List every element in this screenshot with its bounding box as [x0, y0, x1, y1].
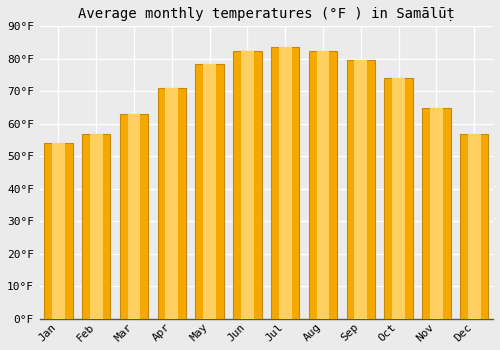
- Bar: [196, 64, 224, 319]
- Bar: [233, 51, 262, 319]
- Bar: [430, 107, 442, 319]
- Bar: [271, 47, 300, 319]
- Bar: [279, 47, 291, 319]
- Bar: [166, 88, 178, 319]
- Bar: [309, 51, 337, 319]
- Bar: [241, 51, 254, 319]
- Bar: [460, 134, 488, 319]
- Bar: [158, 88, 186, 319]
- Bar: [354, 61, 367, 319]
- Bar: [392, 78, 405, 319]
- Bar: [422, 107, 450, 319]
- Bar: [128, 114, 140, 319]
- Bar: [203, 64, 216, 319]
- Bar: [82, 134, 110, 319]
- Bar: [120, 114, 148, 319]
- Bar: [468, 134, 480, 319]
- Bar: [316, 51, 330, 319]
- Title: Average monthly temperatures (°F ) in Samālūṭ: Average monthly temperatures (°F ) in Sa…: [78, 7, 454, 21]
- Bar: [52, 143, 65, 319]
- Bar: [346, 61, 375, 319]
- Bar: [44, 143, 72, 319]
- Bar: [384, 78, 412, 319]
- Bar: [90, 134, 102, 319]
